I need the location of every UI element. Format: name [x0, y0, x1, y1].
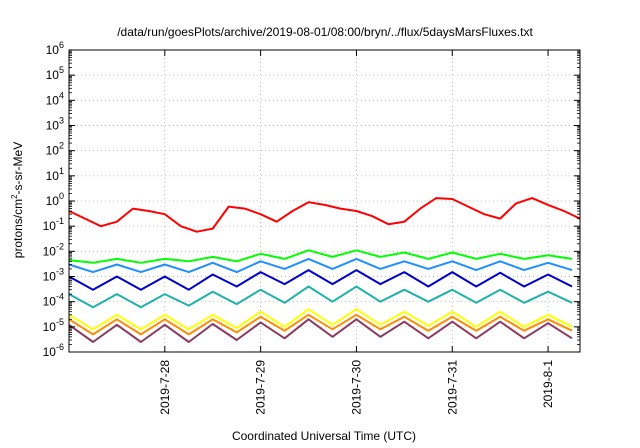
x-tick-label: 2019-7-30 — [349, 360, 363, 415]
series-group — [68, 197, 581, 343]
y-tick-exp: -3 — [56, 267, 64, 277]
series-line — [68, 197, 581, 233]
y-tick-base: 10 — [43, 270, 57, 284]
series-line — [68, 249, 573, 264]
series-line — [68, 269, 573, 291]
y-tick-base: 10 — [46, 68, 60, 82]
y-tick-base: 10 — [43, 219, 57, 233]
y-tick-exp: 2 — [59, 141, 64, 151]
y-tick-exp: 1 — [59, 166, 64, 176]
y-axis: 10-610-510-410-310-210-11001011021031041… — [43, 40, 580, 359]
y-tick-base: 10 — [43, 345, 57, 359]
x-tick-label: 2019-7-31 — [445, 360, 459, 415]
y-tick-base: 10 — [46, 43, 60, 57]
chart-title: /data/run/goesPlots/archive/2019-08-01/0… — [117, 25, 533, 39]
y-tick-base: 10 — [46, 169, 60, 183]
y-axis-label-sup: 2 — [10, 194, 19, 199]
y-tick-label: 10-1 — [43, 216, 64, 233]
y-tick-base: 10 — [46, 119, 60, 133]
y-axis-label-tail: -s-sr-MeV — [11, 142, 25, 195]
y-axis-label-main: protons/cm — [11, 199, 25, 258]
y-tick-base: 10 — [46, 93, 60, 107]
x-tick-label: 2019-8-1 — [541, 360, 555, 408]
y-tick-base: 10 — [43, 244, 57, 258]
x-tick-label: 2019-7-28 — [158, 360, 172, 415]
y-tick-label: 10-4 — [43, 292, 64, 309]
y-tick-label: 104 — [46, 90, 64, 107]
series-line — [68, 285, 573, 309]
y-tick-label: 10-6 — [43, 342, 64, 359]
x-axis: 2019-7-28 2019-7-29 2019-7-30 2019-7-31 2019… — [158, 50, 555, 415]
y-tick-base: 10 — [46, 194, 60, 208]
series-line — [68, 308, 573, 331]
grid-lines — [69, 50, 580, 352]
y-tick-label: 10-5 — [43, 317, 64, 334]
y-tick-exp: 0 — [59, 191, 64, 201]
y-axis-label: protons/cm2-s-sr-MeV — [10, 142, 25, 258]
y-tick-label: 101 — [46, 166, 64, 183]
y-tick-exp: -1 — [56, 216, 64, 226]
y-tick-label: 10-3 — [43, 267, 64, 284]
y-tick-base: 10 — [46, 144, 60, 158]
y-tick-exp: -6 — [56, 342, 64, 352]
y-tick-exp: -4 — [56, 292, 64, 302]
y-tick-exp: 3 — [59, 116, 64, 126]
y-tick-label: 100 — [46, 191, 64, 208]
y-tick-exp: 6 — [59, 40, 64, 50]
series-line — [68, 257, 573, 274]
x-axis-label: Coordinated Universal Time (UTC) — [232, 429, 416, 443]
y-tick-base: 10 — [43, 295, 57, 309]
y-tick-exp: -5 — [56, 317, 64, 327]
series-line — [68, 313, 573, 336]
x-tick-label: 2019-7-29 — [254, 360, 268, 415]
y-tick-exp: 4 — [59, 90, 64, 100]
y-tick-label: 106 — [46, 40, 64, 57]
y-tick-label: 10-2 — [43, 241, 64, 258]
y-tick-label: 103 — [46, 116, 64, 133]
y-tick-base: 10 — [43, 320, 57, 334]
y-tick-exp: -2 — [56, 241, 64, 251]
y-tick-exp: 5 — [59, 65, 64, 75]
series-line — [68, 318, 573, 343]
y-tick-label: 105 — [46, 65, 64, 82]
y-tick-label: 102 — [46, 141, 64, 158]
